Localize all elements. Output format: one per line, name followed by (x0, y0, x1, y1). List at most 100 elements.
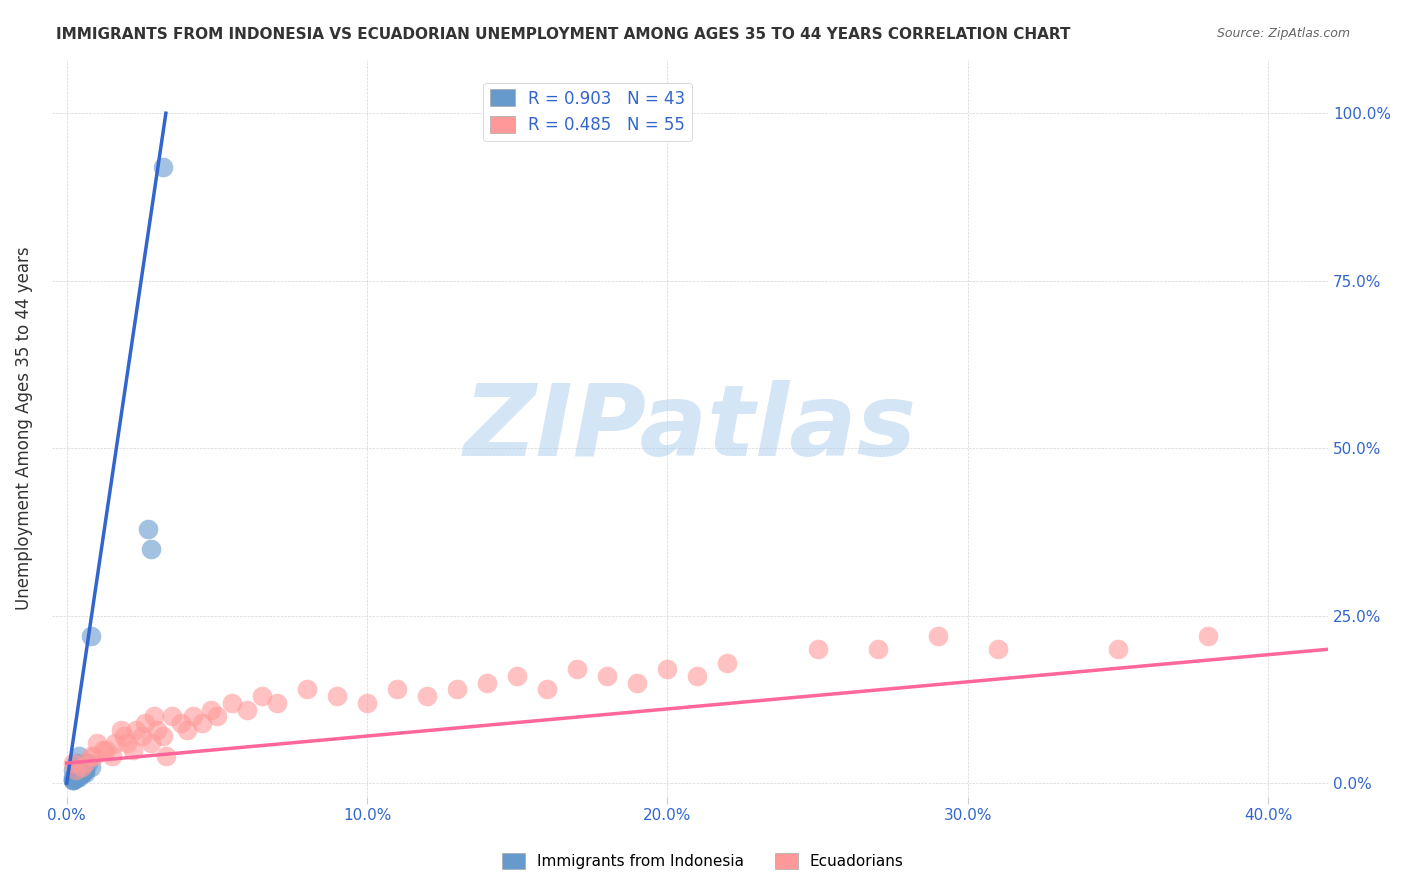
Point (506, 669, 529, 683)
Point (67, 768, 90, 782)
Point (70, 759, 93, 773)
Point (176, 723, 198, 737)
Point (73, 763, 96, 777)
Legend: Immigrants from Indonesia, Ecuadorians: Immigrants from Indonesia, Ecuadorians (496, 847, 910, 875)
Point (200, 702, 222, 716)
Point (70, 766, 93, 780)
Point (295, 682, 318, 697)
Point (65, 770, 87, 784)
Point (65, 766, 87, 780)
Point (146, 723, 169, 737)
Point (70, 759, 93, 773)
Point (73, 756, 96, 771)
Point (205, 709, 228, 723)
Point (104, 736, 127, 750)
Point (80, 759, 103, 773)
Point (67, 768, 90, 782)
Point (70, 766, 93, 780)
Point (65, 756, 87, 771)
Point (385, 682, 408, 697)
Point (67, 749, 90, 764)
Point (73, 763, 96, 777)
Point (67, 759, 90, 773)
Point (65, 770, 87, 784)
Y-axis label: Unemployment Among Ages 35 to 44 years: Unemployment Among Ages 35 to 44 years (15, 246, 32, 610)
Point (110, 723, 132, 737)
Point (62, 756, 84, 771)
Point (83, 749, 105, 764)
Point (67, 764, 90, 779)
Point (155, 749, 177, 764)
Point (65, 770, 87, 784)
Point (686, 669, 709, 683)
Point (139, 541, 162, 556)
Point (266, 696, 288, 710)
Point (626, 675, 648, 690)
Point (65, 771, 87, 785)
Point (134, 716, 156, 731)
Point (170, 716, 193, 731)
Point (91, 743, 114, 757)
Point (65, 763, 87, 777)
Point (65, 766, 87, 780)
Point (62, 763, 84, 777)
Point (76, 756, 98, 771)
Point (67, 763, 90, 777)
Point (86, 736, 108, 750)
Point (67, 766, 90, 780)
Point (67, 768, 90, 782)
Point (221, 696, 243, 710)
Point (80, 629, 103, 643)
Point (657, 662, 679, 676)
Point (101, 749, 124, 764)
Legend: R = 0.903   N = 43, R = 0.485   N = 55: R = 0.903 N = 43, R = 0.485 N = 55 (484, 83, 692, 141)
Point (65, 763, 87, 777)
Point (67, 770, 90, 784)
Point (927, 629, 949, 643)
Point (70, 759, 93, 773)
Text: Source: ZipAtlas.com: Source: ZipAtlas.com (1216, 27, 1350, 40)
Point (62, 772, 84, 787)
Point (1197, 629, 1219, 643)
Point (80, 749, 103, 764)
Point (356, 696, 378, 710)
Point (73, 756, 96, 771)
Point (716, 656, 738, 670)
Point (536, 682, 558, 697)
Point (62, 770, 84, 784)
Point (191, 716, 214, 731)
Point (987, 642, 1010, 657)
Point (160, 709, 183, 723)
Point (115, 736, 138, 750)
Point (73, 766, 96, 780)
Point (65, 771, 87, 785)
Point (596, 669, 619, 683)
Point (446, 682, 468, 697)
Point (121, 743, 143, 757)
Point (250, 689, 273, 703)
Point (416, 689, 439, 703)
Point (1107, 642, 1129, 657)
Point (94, 743, 117, 757)
Point (131, 730, 153, 744)
Point (806, 642, 828, 657)
Point (65, 771, 87, 785)
Point (70, 764, 93, 779)
Point (567, 662, 589, 676)
Point (326, 689, 349, 703)
Point (142, 709, 165, 723)
Point (136, 522, 159, 536)
Point (70, 766, 93, 780)
Point (152, 730, 174, 744)
Point (125, 723, 148, 737)
Text: ZIPatlas: ZIPatlas (464, 380, 917, 476)
Text: IMMIGRANTS FROM INDONESIA VS ECUADORIAN UNEMPLOYMENT AMONG AGES 35 TO 44 YEARS C: IMMIGRANTS FROM INDONESIA VS ECUADORIAN … (56, 27, 1071, 42)
Point (62, 772, 84, 787)
Point (139, 736, 162, 750)
Point (112, 730, 135, 744)
Point (67, 768, 90, 782)
Point (866, 642, 889, 657)
Point (70, 763, 93, 777)
Point (236, 702, 259, 716)
Point (65, 771, 87, 785)
